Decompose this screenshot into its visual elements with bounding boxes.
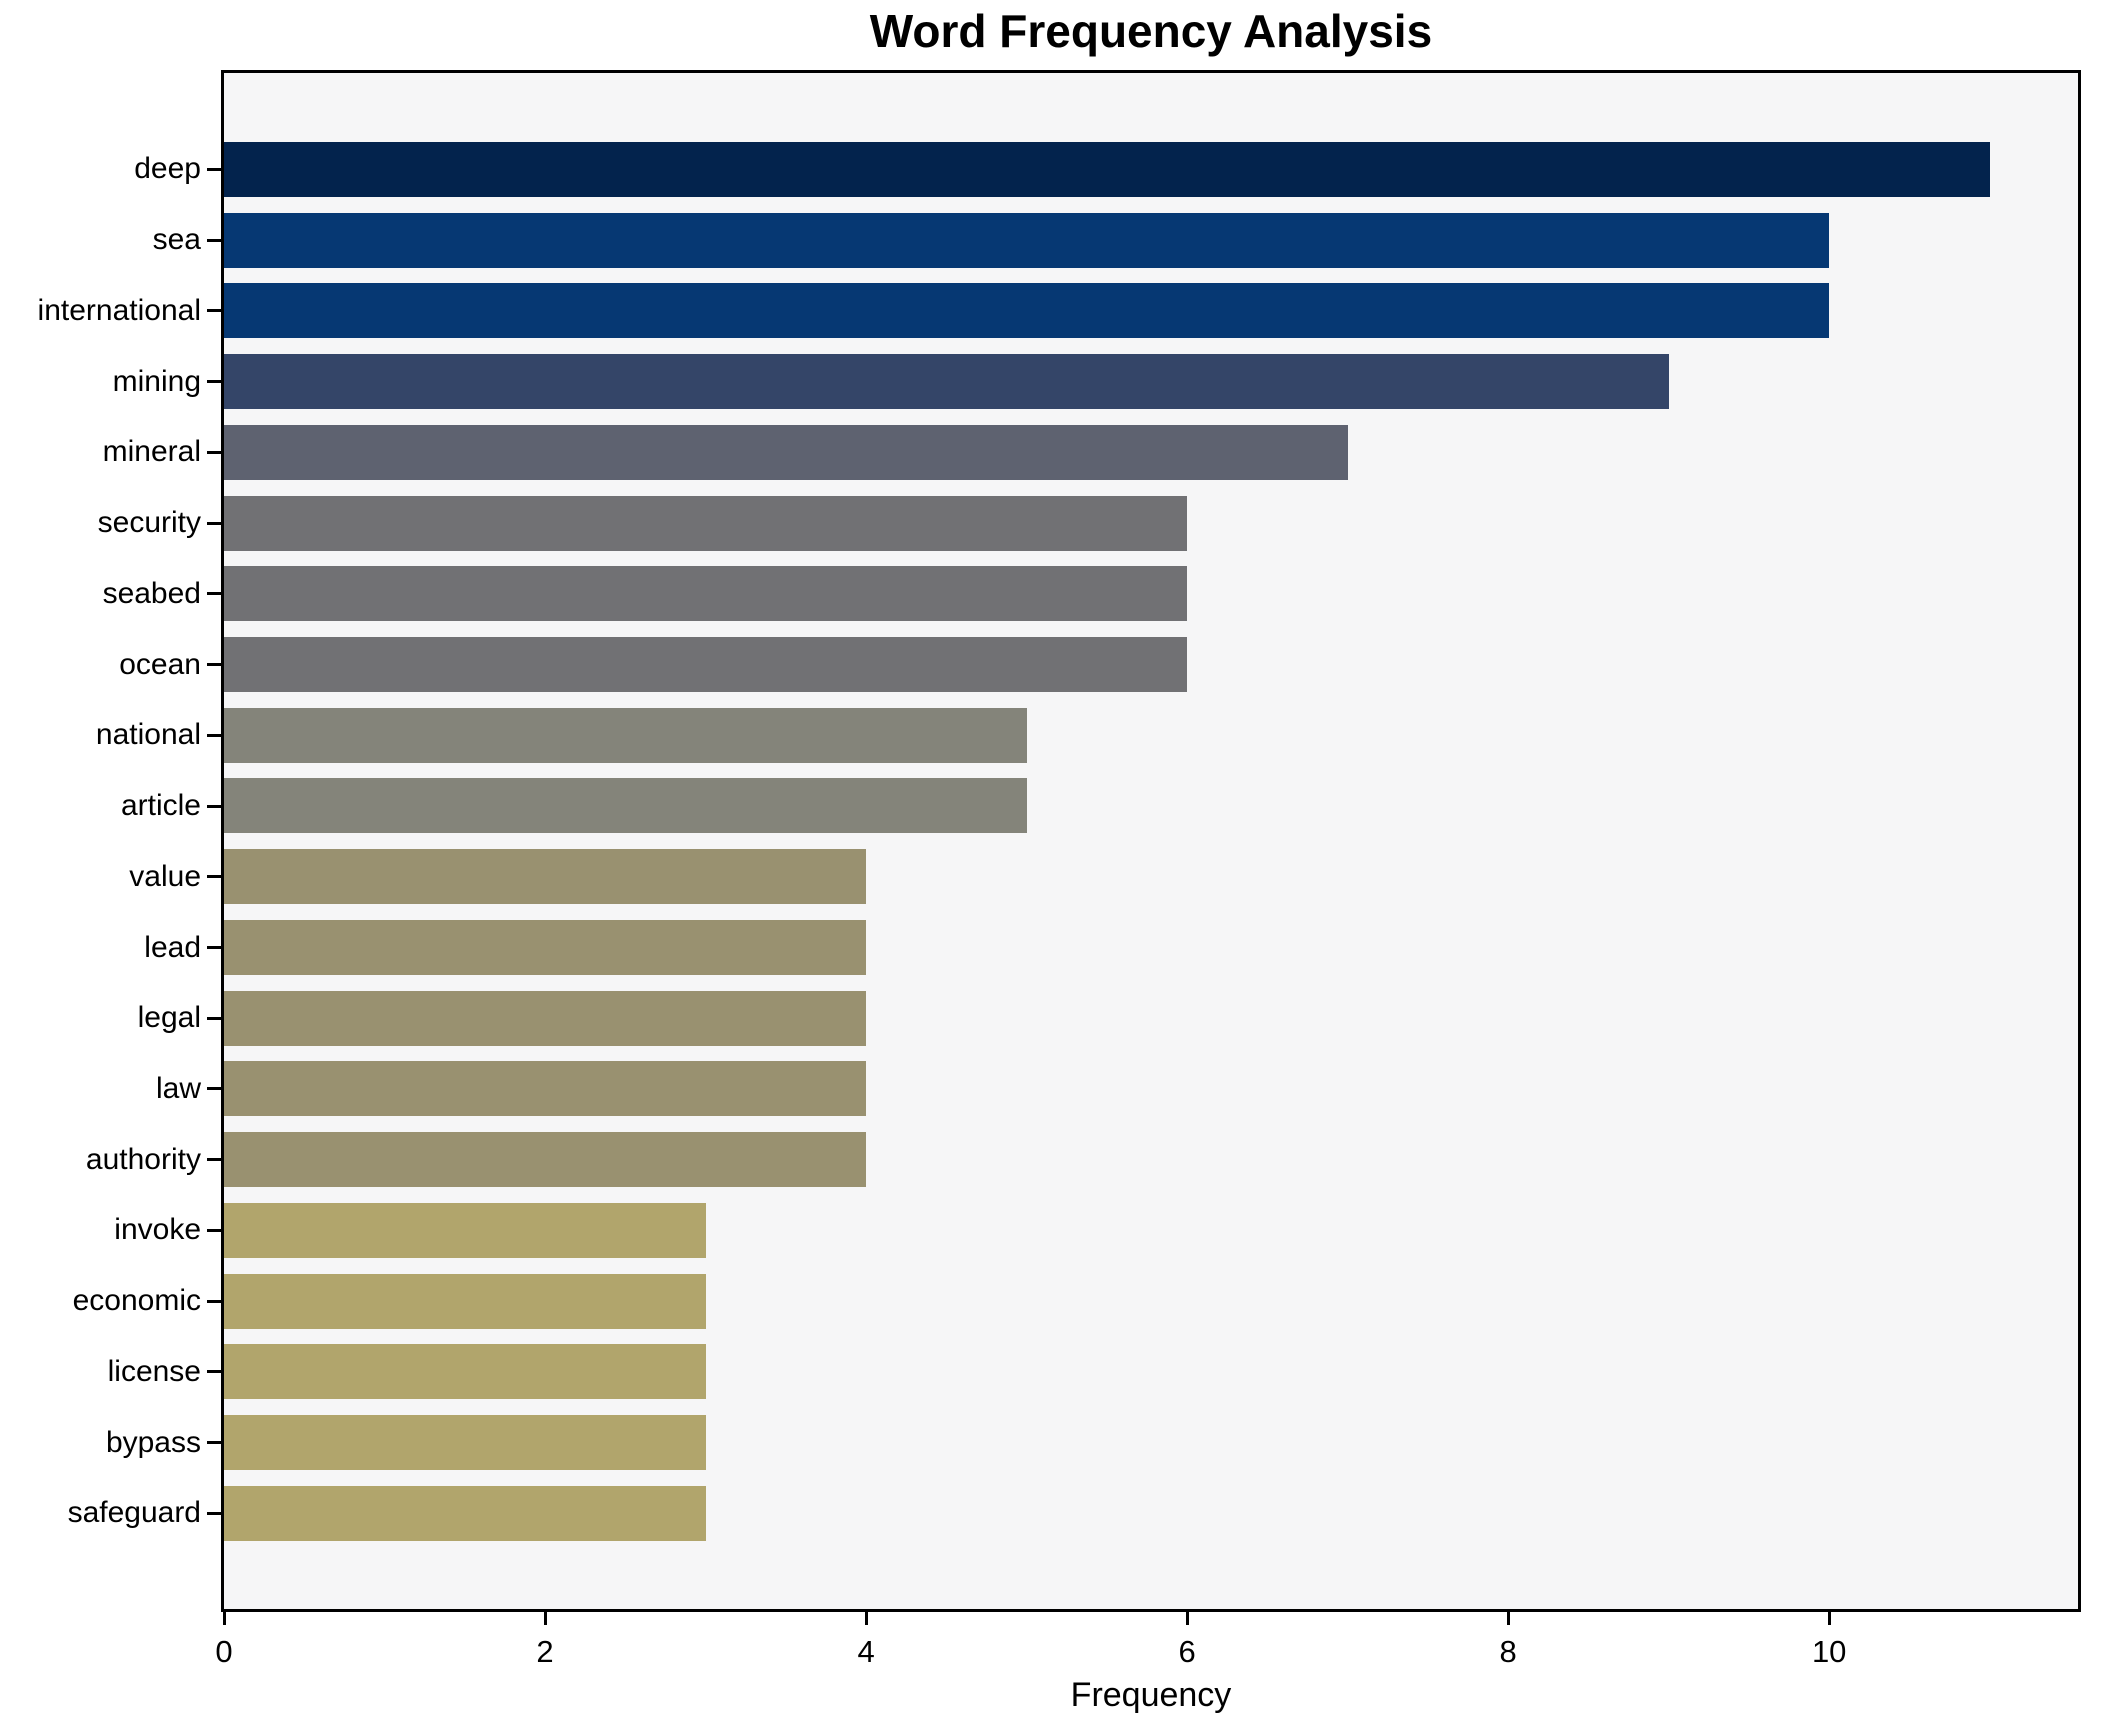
bar-value xyxy=(224,849,867,905)
y-tick-mark xyxy=(207,1511,221,1515)
bar-mineral xyxy=(224,424,1348,480)
y-tick-label-bypass: bypass xyxy=(105,1425,201,1459)
y-tick-mark xyxy=(207,804,221,808)
chart-title: Word Frequency Analysis xyxy=(869,5,1433,57)
y-tick-label-security: security xyxy=(97,506,201,540)
bar-invoke xyxy=(224,1202,706,1258)
y-tick-label-safeguard: safeguard xyxy=(67,1496,201,1530)
bar-safeguard xyxy=(224,1485,706,1541)
y-tick-label-article: article xyxy=(120,789,201,823)
bar-row xyxy=(224,558,2078,629)
y-tick-mark xyxy=(207,380,221,384)
x-tick-mark xyxy=(222,1612,226,1625)
bar-article xyxy=(224,778,1027,834)
y-tick-mark xyxy=(207,521,221,525)
x-tick-label-6: 6 xyxy=(1178,1634,1196,1669)
bar-bypass xyxy=(224,1415,706,1471)
bar-national xyxy=(224,707,1027,763)
y-tick-label-mineral: mineral xyxy=(102,435,201,469)
bar-row xyxy=(224,205,2078,276)
bar-row xyxy=(224,134,2078,205)
bar-security xyxy=(224,495,1188,551)
y-tick-mark xyxy=(207,1299,221,1303)
bar-row xyxy=(224,771,2078,842)
y-tick-label-ocean: ocean xyxy=(119,647,201,681)
bar-row xyxy=(224,1124,2078,1195)
bar-row xyxy=(224,1407,2078,1478)
bar-deep xyxy=(224,141,1990,197)
bar-lead xyxy=(224,919,867,975)
bar-international xyxy=(224,283,1830,339)
y-tick-mark xyxy=(207,1441,221,1445)
bar-license xyxy=(224,1344,706,1400)
bar-law xyxy=(224,1061,867,1117)
bar-authority xyxy=(224,1132,867,1188)
bar-row xyxy=(224,1478,2078,1549)
y-tick-mark xyxy=(207,167,221,171)
bar-ocean xyxy=(224,637,1188,692)
bar-row xyxy=(224,841,2078,912)
y-tick-label-mining: mining xyxy=(112,364,201,398)
y-tick-label-deep: deep xyxy=(134,152,201,186)
y-tick-label-lead: lead xyxy=(144,930,201,964)
x-tick-label-8: 8 xyxy=(1499,1634,1517,1669)
x-tick-mark xyxy=(864,1612,868,1625)
bar-row xyxy=(224,1195,2078,1266)
y-tick-mark xyxy=(207,663,221,667)
y-tick-mark xyxy=(207,1158,221,1162)
bar-row xyxy=(224,1054,2078,1125)
y-tick-mark xyxy=(207,309,221,313)
bars-region xyxy=(224,134,2078,1549)
y-tick-label-license: license xyxy=(107,1354,201,1388)
x-tick-label-2: 2 xyxy=(536,1634,554,1669)
x-tick-label-10: 10 xyxy=(1811,1634,1847,1669)
y-tick-mark xyxy=(207,946,221,949)
plot-area xyxy=(221,70,2081,1612)
bar-legal xyxy=(224,990,867,1046)
bar-row xyxy=(224,912,2078,983)
x-tick-mark xyxy=(1827,1612,1831,1625)
x-tick-mark xyxy=(1506,1612,1510,1625)
bar-sea xyxy=(224,212,1830,268)
y-tick-mark xyxy=(207,1087,221,1091)
y-tick-label-value: value xyxy=(129,859,201,893)
y-tick-label-authority: authority xyxy=(85,1142,201,1176)
y-tick-mark xyxy=(207,1016,221,1020)
bar-seabed xyxy=(224,566,1188,622)
bar-row xyxy=(224,488,2078,559)
bar-row xyxy=(224,629,2078,700)
x-tick-label-0: 0 xyxy=(215,1634,233,1669)
x-axis-title: Frequency xyxy=(1070,1676,1232,1714)
y-tick-label-invoke: invoke xyxy=(114,1213,201,1247)
y-tick-mark xyxy=(207,1370,221,1374)
y-tick-mark xyxy=(207,238,221,242)
y-tick-mark xyxy=(207,875,221,879)
x-tick-mark xyxy=(1185,1612,1189,1625)
bar-row xyxy=(224,983,2078,1054)
y-tick-label-sea: sea xyxy=(152,223,201,257)
y-tick-mark xyxy=(207,450,221,454)
bar-row xyxy=(224,275,2078,346)
bar-economic xyxy=(224,1273,706,1329)
bar-row xyxy=(224,417,2078,488)
y-tick-mark xyxy=(207,1228,221,1232)
bar-row xyxy=(224,1266,2078,1337)
y-tick-label-seabed: seabed xyxy=(102,576,201,610)
bar-row xyxy=(224,346,2078,417)
y-tick-mark xyxy=(207,592,221,596)
y-tick-mark xyxy=(207,733,221,737)
y-tick-label-international: international xyxy=(37,293,201,327)
bar-row xyxy=(224,1336,2078,1407)
bar-mining xyxy=(224,354,1669,410)
y-tick-label-law: law xyxy=(155,1071,201,1105)
x-tick-mark xyxy=(543,1612,547,1625)
y-tick-label-economic: economic xyxy=(72,1284,201,1318)
x-tick-label-4: 4 xyxy=(857,1634,875,1669)
y-tick-label-national: national xyxy=(95,718,201,752)
y-tick-label-legal: legal xyxy=(137,1001,201,1035)
bar-row xyxy=(224,700,2078,771)
